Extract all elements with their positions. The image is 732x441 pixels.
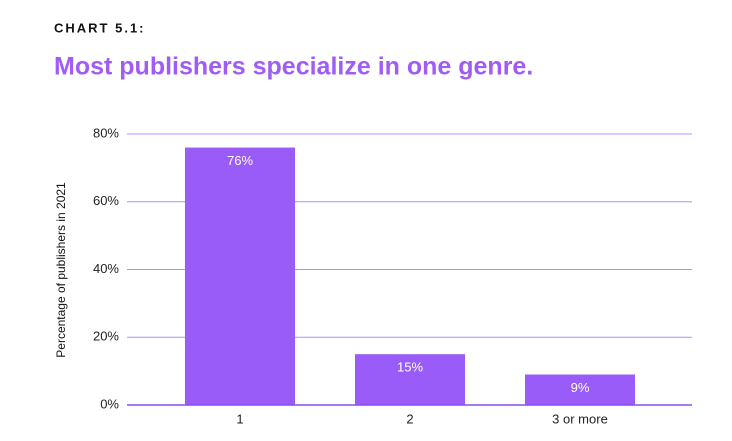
y-tick-label: 20% — [93, 329, 119, 344]
y-tick-label: 60% — [93, 193, 119, 208]
chart-label: CHART 5.1: — [54, 20, 146, 35]
x-tick-label: 2 — [406, 411, 413, 426]
data-label: 15% — [397, 360, 423, 375]
bar — [185, 147, 295, 406]
y-tick-label: 80% — [93, 125, 119, 140]
y-tick-label: 0% — [100, 396, 119, 411]
x-tick-label: 1 — [236, 411, 243, 426]
chart-title: Most publishers specialize in one genre. — [54, 53, 533, 81]
bar — [525, 374, 635, 405]
y-tick-label: 40% — [93, 261, 119, 276]
data-label: 76% — [227, 153, 253, 168]
x-tick-label: 3 or more — [552, 411, 608, 426]
bar — [355, 354, 465, 405]
y-axis-label: Percentage of publishers in 2021 — [54, 182, 68, 358]
data-label: 9% — [571, 380, 590, 395]
